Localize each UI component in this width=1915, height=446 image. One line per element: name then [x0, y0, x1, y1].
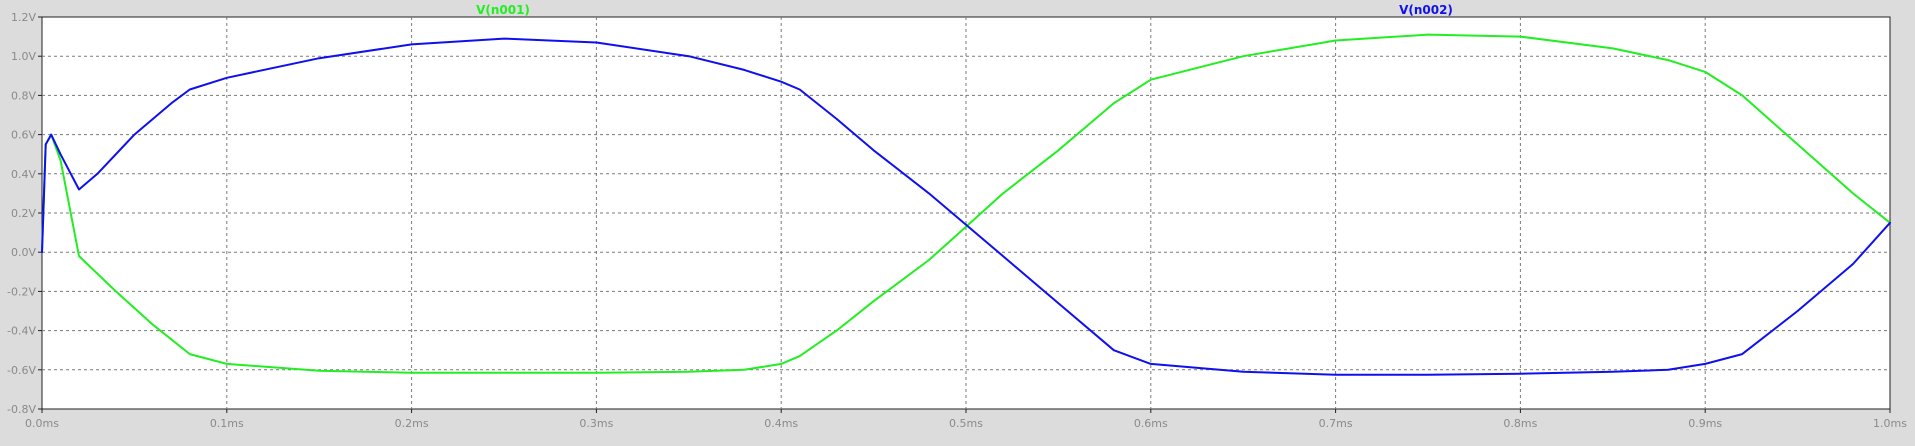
y-tick-label: -0.8V	[7, 403, 36, 416]
x-tick-label: 0.8ms	[1503, 417, 1537, 430]
y-tick-label: -0.4V	[7, 325, 36, 338]
y-tick-label: -0.6V	[7, 364, 36, 377]
legend-label-1[interactable]: V(n001)	[476, 3, 530, 17]
y-tick-label: 1.2V	[11, 11, 36, 24]
x-tick-label: 0.1ms	[210, 417, 244, 430]
x-tick-label: 0.9ms	[1688, 417, 1722, 430]
trace-2[interactable]	[41, 37, 1891, 376]
y-tick-label: 0.4V	[11, 168, 36, 181]
axis-labels: 0.0ms 0.1ms 0.2ms 0.3ms 0.4ms 0.5ms 0.6ms 0.7ms…	[7, 11, 1907, 430]
legend-label-2[interactable]: V(n002)	[1399, 3, 1453, 17]
x-tick-label: 0.7ms	[1319, 417, 1353, 430]
x-tick-label: 0.6ms	[1134, 417, 1168, 430]
y-tick-label: 0.6V	[11, 129, 36, 142]
grid-layer	[42, 17, 1890, 409]
x-tick-label: 0.3ms	[579, 417, 613, 430]
y-tick-label: 1.0V	[11, 50, 36, 63]
y-tick-label: 0.8V	[11, 89, 36, 102]
series-layer	[41, 33, 1891, 376]
y-tick-label: -0.2V	[7, 285, 36, 298]
x-tick-label: 1.0ms	[1873, 417, 1907, 430]
y-tick-label: 0.0V	[11, 246, 36, 259]
x-tick-label: 0.4ms	[764, 417, 798, 430]
y-tick-label: 0.2V	[11, 207, 36, 220]
x-tick-label: 0.2ms	[395, 417, 429, 430]
x-tick-label: 0.0ms	[25, 417, 59, 430]
x-tick-label: 0.5ms	[949, 417, 983, 430]
legend: V(n001) V(n002)	[476, 3, 1453, 17]
trace-1[interactable]	[41, 33, 1891, 374]
